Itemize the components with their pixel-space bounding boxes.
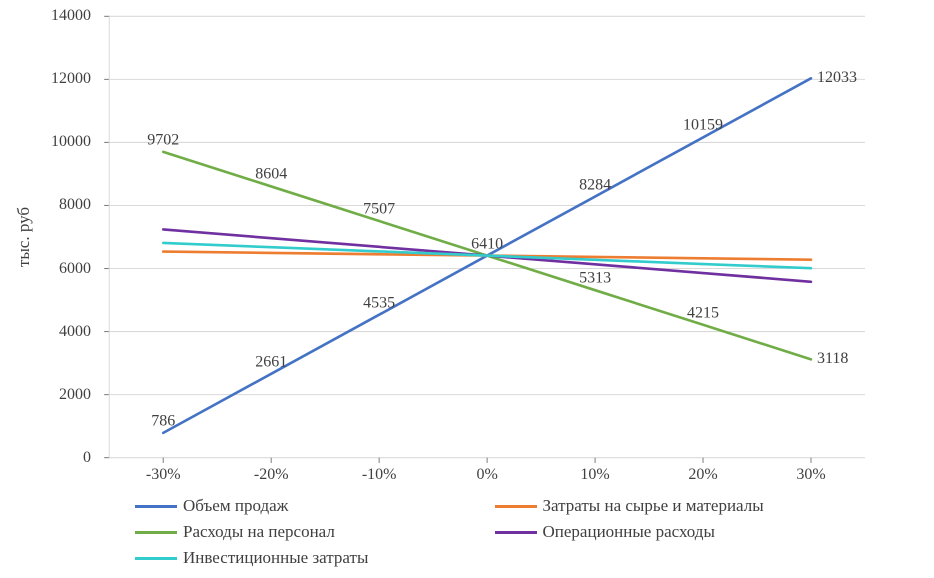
xtick-label: 0% <box>476 466 497 484</box>
ytick-label: 10000 <box>51 133 91 151</box>
ytick-label: 2000 <box>59 386 91 404</box>
xtick-label: 10% <box>580 466 609 484</box>
legend-item: Расходы на персонал <box>135 522 495 542</box>
legend-swatch <box>135 531 177 534</box>
data-label: 9702 <box>147 131 179 149</box>
ytick-label: 12000 <box>51 70 91 88</box>
xtick-label: -20% <box>254 466 289 484</box>
data-label: 8284 <box>579 176 611 194</box>
legend-swatch <box>135 505 177 508</box>
data-label: 4215 <box>687 304 719 322</box>
data-label: 12033 <box>817 69 857 87</box>
data-label: 786 <box>151 412 175 430</box>
xtick-label: 30% <box>796 466 825 484</box>
yaxis-label-wrap: тыс. руб <box>15 10 43 464</box>
xaxis-row: -30% -20% -10% 0% 10% 20% 30% <box>15 464 914 492</box>
data-label: 4535 <box>363 294 395 312</box>
legend: Объем продаж Затраты на сырье и материалы… <box>15 492 914 568</box>
data-label: 10159 <box>683 117 723 135</box>
xtick-label: -10% <box>362 466 397 484</box>
yaxis-ticks: 0 2000 4000 6000 8000 10000 12000 14000 <box>43 10 97 464</box>
chart-body: тыс. руб 0 2000 4000 6000 8000 10000 12000 1400… <box>15 10 914 464</box>
legend-item: Затраты на сырье и материалы <box>495 496 855 516</box>
legend-item: Операционные расходы <box>495 522 855 542</box>
data-label: 6410 <box>471 235 503 253</box>
plot-area: 786 2661 4535 6410 8284 10159 12033 9702 8604 750… <box>97 10 914 464</box>
chart-svg <box>97 10 914 464</box>
data-label: 2661 <box>255 353 287 371</box>
ytick-label: 6000 <box>59 260 91 278</box>
legend-label: Расходы на персонал <box>183 522 335 542</box>
yaxis-label: тыс. руб <box>14 207 34 267</box>
data-label: 5313 <box>579 269 611 287</box>
ytick-label: 14000 <box>51 7 91 25</box>
data-label: 7507 <box>363 200 395 218</box>
ytick-label: 4000 <box>59 323 91 341</box>
legend-label: Объем продаж <box>183 496 288 516</box>
xaxis-ticks: -30% -20% -10% 0% 10% 20% 30% <box>97 464 914 492</box>
ytick-label: 0 <box>83 449 91 467</box>
legend-swatch <box>495 505 537 508</box>
legend-label: Затраты на сырье и материалы <box>543 496 764 516</box>
legend-swatch <box>495 531 537 534</box>
legend-item: Инвестиционные затраты <box>135 548 495 568</box>
legend-label: Инвестиционные затраты <box>183 548 368 568</box>
ytick-label: 8000 <box>59 196 91 214</box>
data-label: 8604 <box>255 166 287 184</box>
sensitivity-chart: тыс. руб 0 2000 4000 6000 8000 10000 12000 1400… <box>0 0 934 578</box>
xtick-label: -30% <box>146 466 181 484</box>
legend-item: Объем продаж <box>135 496 495 516</box>
data-label: 3118 <box>817 350 848 368</box>
legend-label: Операционные расходы <box>543 522 715 542</box>
legend-swatch <box>135 557 177 560</box>
xtick-label: 20% <box>688 466 717 484</box>
